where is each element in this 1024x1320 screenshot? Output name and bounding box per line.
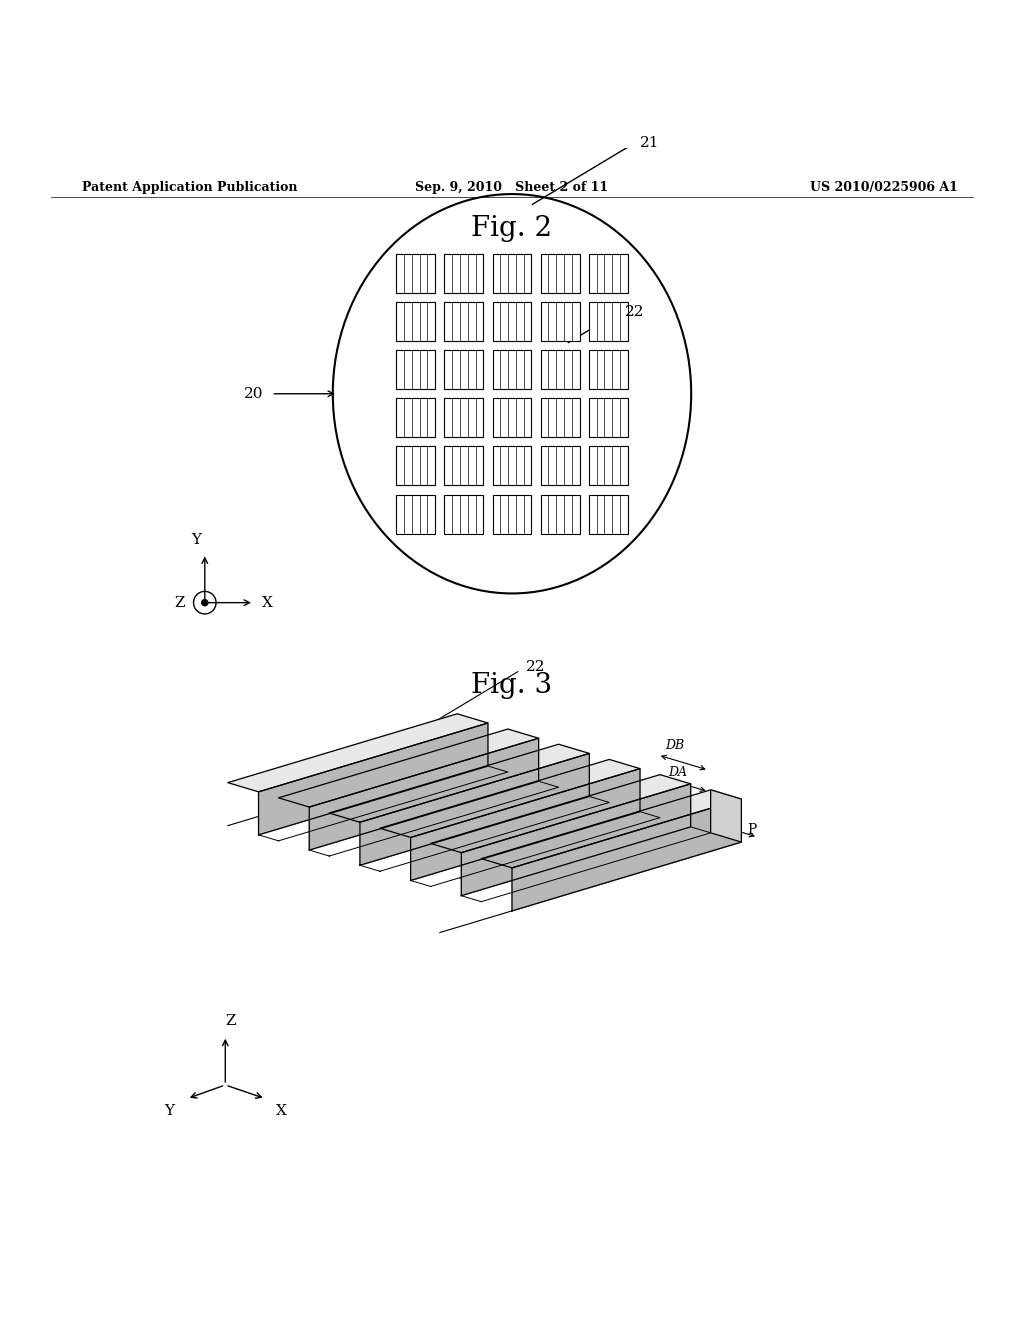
Text: Y: Y	[165, 1104, 175, 1118]
Bar	[396, 350, 435, 389]
Polygon shape	[258, 766, 508, 841]
Polygon shape	[411, 812, 659, 887]
Text: DB: DB	[666, 739, 685, 752]
Polygon shape	[411, 768, 640, 880]
Bar	[396, 446, 435, 486]
Polygon shape	[461, 784, 690, 896]
Bar	[444, 350, 483, 389]
Text: 22: 22	[625, 305, 644, 319]
Text: 20: 20	[244, 387, 263, 401]
Text: P: P	[748, 822, 757, 837]
Bar	[541, 399, 580, 437]
Polygon shape	[258, 723, 487, 834]
Bar	[493, 446, 531, 486]
Polygon shape	[512, 799, 741, 911]
Bar	[444, 495, 483, 533]
Bar	[493, 350, 531, 389]
Text: Patent Application Publication: Patent Application Publication	[82, 181, 297, 194]
Bar	[541, 446, 580, 486]
Bar	[541, 253, 580, 293]
Polygon shape	[360, 796, 609, 871]
Polygon shape	[380, 759, 640, 837]
Polygon shape	[330, 744, 590, 822]
Bar	[589, 399, 628, 437]
Polygon shape	[228, 714, 487, 792]
Text: Fig. 2: Fig. 2	[471, 215, 553, 242]
Text: DA: DA	[669, 766, 687, 779]
Bar	[541, 350, 580, 389]
Polygon shape	[711, 789, 741, 842]
Bar	[444, 399, 483, 437]
Bar	[541, 495, 580, 533]
Bar	[396, 495, 435, 533]
Bar	[493, 302, 531, 341]
Bar	[396, 399, 435, 437]
Polygon shape	[481, 789, 741, 867]
Polygon shape	[430, 775, 690, 853]
Text: Fig. 3: Fig. 3	[471, 672, 553, 700]
Text: X: X	[262, 595, 273, 610]
Bar	[493, 495, 531, 533]
Bar	[493, 253, 531, 293]
Bar	[444, 302, 483, 341]
Text: US 2010/0225906 A1: US 2010/0225906 A1	[810, 181, 957, 194]
Circle shape	[202, 599, 208, 606]
Text: Z: Z	[175, 595, 185, 610]
Text: Z: Z	[225, 1014, 236, 1027]
Polygon shape	[461, 826, 711, 902]
Bar	[589, 350, 628, 389]
Text: Y: Y	[191, 533, 202, 548]
Bar	[493, 399, 531, 437]
Text: 22: 22	[525, 660, 545, 675]
Text: 2B: 2B	[450, 813, 469, 828]
Bar	[589, 253, 628, 293]
Polygon shape	[360, 754, 590, 866]
Polygon shape	[309, 781, 559, 857]
Bar	[396, 302, 435, 341]
Text: 2A: 2A	[385, 845, 404, 859]
Polygon shape	[309, 738, 539, 850]
Bar	[444, 253, 483, 293]
Bar	[589, 446, 628, 486]
Bar	[541, 302, 580, 341]
Text: 21: 21	[640, 136, 659, 150]
Text: Sep. 9, 2010   Sheet 2 of 11: Sep. 9, 2010 Sheet 2 of 11	[416, 181, 608, 194]
Text: X: X	[275, 1104, 287, 1118]
Bar	[396, 253, 435, 293]
Bar	[444, 446, 483, 486]
Bar	[589, 495, 628, 533]
Bar	[589, 302, 628, 341]
Polygon shape	[279, 729, 539, 807]
